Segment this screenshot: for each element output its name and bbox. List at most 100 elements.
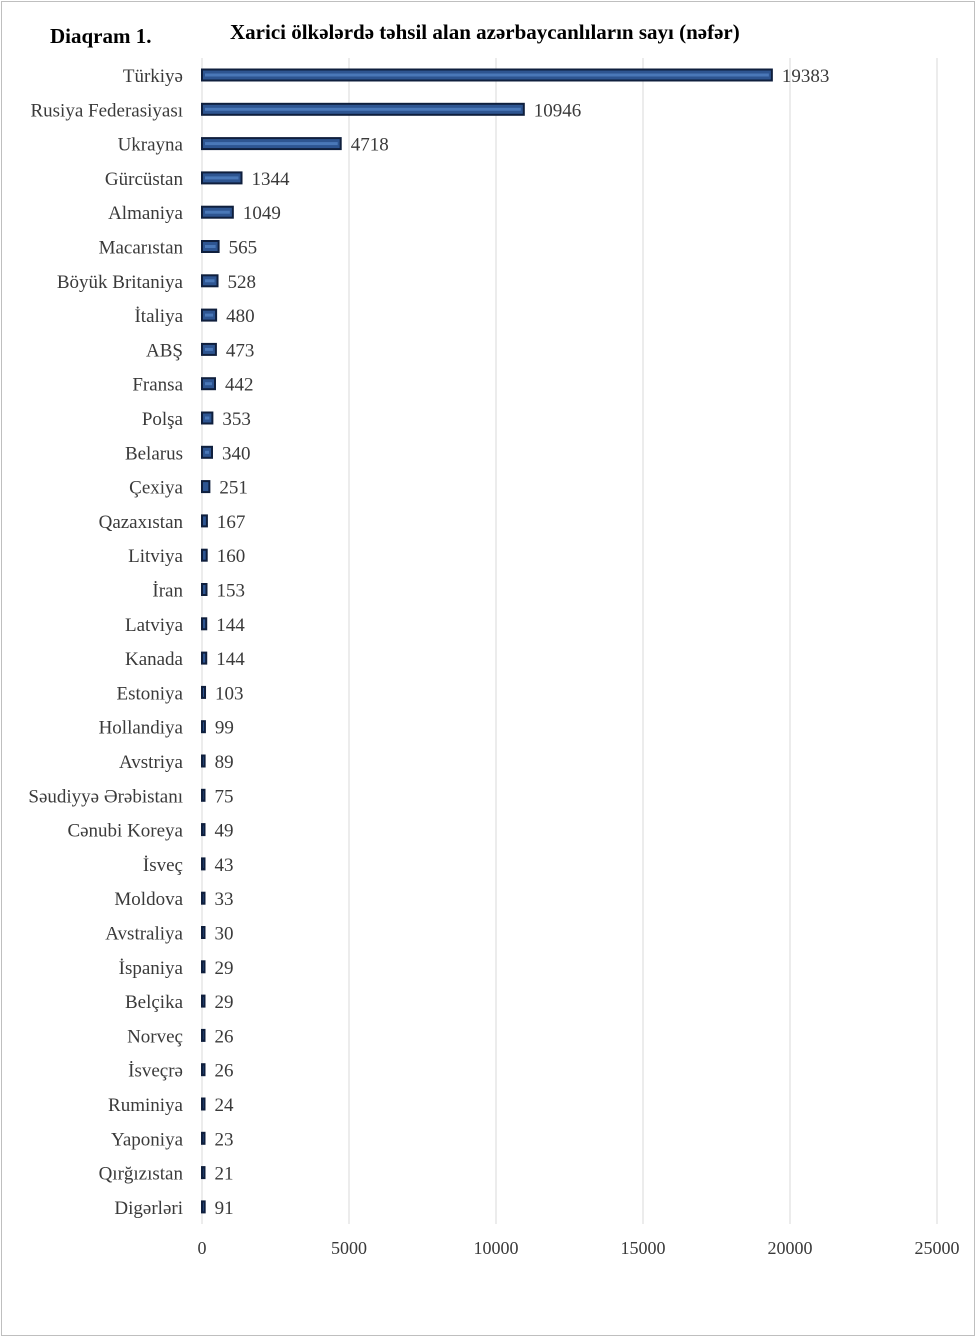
bar [201,857,206,871]
data-label: 30 [215,924,234,945]
bar [201,548,208,562]
data-label: 160 [217,546,246,567]
category-label: Böyük Britaniya [57,272,184,293]
category-label: Ukrayna [118,135,184,156]
bar [201,720,206,734]
category-label: Fransa [132,375,183,396]
data-label: 89 [215,752,234,773]
diagram-label: Diaqram 1. [50,24,152,48]
category-label: Digərləri [114,1198,183,1219]
data-label: 528 [228,272,257,293]
bar [201,651,208,665]
category-label: Belarus [125,443,183,464]
category-label: Qırğızıstan [99,1164,184,1185]
bar-highlight [205,450,209,454]
category-label: Yaponiya [111,1129,184,1150]
chart-title: Xarici ölkələrdə təhsil alan azərbaycanl… [230,20,740,44]
category-label: Hollandiya [99,718,184,739]
bar [201,926,206,939]
bar-highlight [205,313,214,317]
bar-highlight [205,73,769,77]
category-label: Cənubi Koreya [67,821,183,842]
category-label: Polşa [142,409,184,430]
x-tick-label: 10000 [474,1238,519,1258]
data-label: 167 [217,512,246,533]
category-label: Moldova [114,889,183,910]
category-label: Estoniya [117,683,184,704]
data-label: 49 [215,821,234,842]
bar-highlight [205,176,239,180]
data-label: 473 [226,340,255,361]
category-label: Səudiyyə Ərəbistanı [28,786,183,807]
data-label: 340 [222,443,251,464]
category-label: Qazaxıstan [99,512,184,533]
category-label: Macarıstan [99,238,184,259]
category-label: Latviya [125,615,184,636]
bar [201,823,206,837]
data-label: 1344 [252,169,291,190]
x-tick-label: 20000 [768,1238,813,1258]
bar [201,1063,206,1077]
data-label: 144 [216,649,245,670]
category-label: İran [152,581,183,602]
category-label: Belçika [125,992,184,1013]
bar [201,1200,206,1214]
data-label: 21 [215,1164,234,1185]
data-label: 29 [215,958,234,979]
data-label: 26 [215,1026,234,1047]
category-label: Avstriya [119,752,184,773]
bar [201,685,207,699]
data-label: 33 [215,889,234,910]
data-label: 353 [222,409,251,430]
data-label: 251 [219,478,248,499]
bar [201,960,206,974]
data-label: 103 [215,683,244,704]
bar-highlight [205,245,216,248]
bar-highlight [205,279,215,283]
category-label: Türkiyə [123,66,183,87]
bar [201,480,211,494]
category-label: İsveçrə [128,1061,183,1082]
data-label: 10946 [534,100,582,121]
category-label: Gürcüstan [105,169,184,190]
category-label: Almaniya [108,203,183,224]
data-label: 23 [215,1129,234,1150]
category-label: Çexiya [129,478,183,499]
data-label: 75 [215,786,234,807]
bar-highlight [205,416,210,420]
data-label: 565 [229,238,258,259]
bar [201,1028,206,1042]
data-label: 26 [215,1061,234,1082]
x-tick-label: 25000 [915,1238,960,1258]
data-label: 99 [215,718,234,739]
category-label: Norveç [127,1026,183,1047]
data-label: 24 [215,1095,235,1116]
data-label: 29 [215,992,234,1013]
bar [201,617,208,631]
data-label: 19383 [782,66,830,87]
bar [201,514,208,528]
category-label: Avstraliya [105,924,183,945]
x-tick-label: 5000 [331,1238,367,1258]
category-label: İspaniya [119,958,184,979]
category-label: Rusiya Federasiyası [30,100,183,121]
bar-highlight [205,210,230,214]
data-label: 144 [216,615,245,636]
bar [201,1166,206,1180]
category-label: İsveç [143,855,183,876]
category-label: Ruminiya [108,1095,184,1116]
data-label: 153 [216,581,245,602]
bar [201,754,206,768]
x-tick-label: 0 [198,1238,207,1258]
data-label: 91 [215,1198,234,1219]
bar-highlight [205,347,213,351]
category-label: Kanada [125,649,184,670]
data-label: 4718 [351,135,389,156]
category-label: İtaliya [134,306,183,327]
category-label: ABŞ [146,340,183,361]
bar [201,583,208,596]
bar-highlight [205,382,212,386]
data-label: 480 [226,306,255,327]
